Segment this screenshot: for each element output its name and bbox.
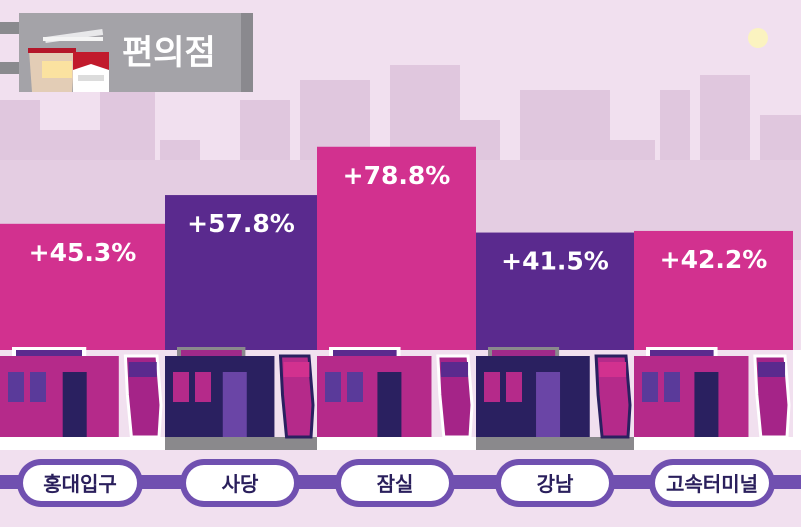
station-label: 고속터미널: [666, 472, 758, 496]
bar-0: [0, 223, 165, 350]
train-car-icon: [634, 347, 793, 450]
data-label: +57.8%: [187, 209, 295, 238]
station-1: 사당: [180, 459, 300, 507]
station-3: 강남: [495, 459, 615, 507]
train-car-icon: [476, 347, 634, 450]
sun-icon: [748, 28, 768, 48]
station-4: 고속터미널: [649, 459, 775, 507]
train-car-icon: [0, 347, 165, 450]
bar-4: [634, 230, 793, 350]
train-car-icon: [165, 347, 317, 450]
title-sign: 편의점: [0, 13, 253, 92]
data-label: +41.5%: [501, 247, 609, 276]
bar-2: [317, 146, 476, 350]
station-label: 잠실: [377, 472, 414, 496]
title: 편의점: [122, 33, 216, 73]
station-label: 강남: [537, 472, 574, 496]
station-label: 홍대입구: [43, 472, 117, 496]
bar-3: [476, 232, 634, 350]
train-car-icon: [317, 347, 476, 450]
data-label: +42.2%: [660, 245, 768, 274]
station-2: 잠실: [335, 459, 455, 507]
station-0: 홍대입구: [17, 459, 143, 507]
data-label: +78.8%: [343, 161, 451, 190]
station-label: 사당: [222, 472, 259, 496]
bar-1: [165, 195, 317, 350]
data-label: +45.3%: [29, 238, 137, 267]
convenience-food-icon: [28, 28, 109, 92]
